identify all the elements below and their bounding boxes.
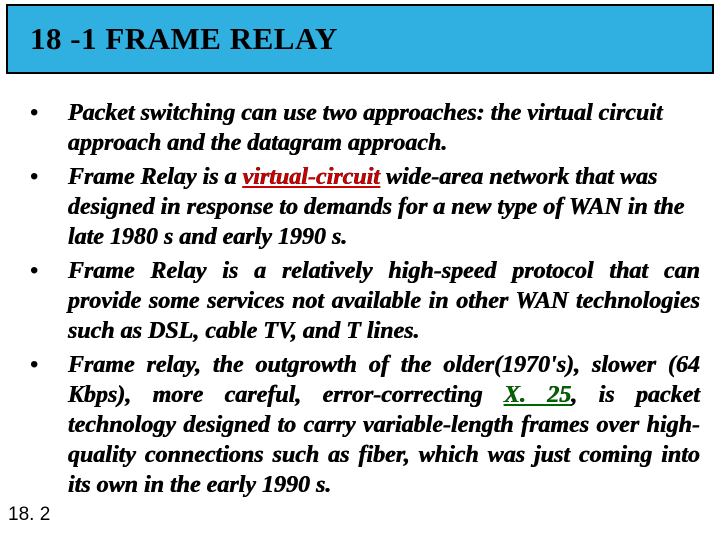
bullet-item: •Frame Relay is a relatively high-speed …	[30, 256, 700, 346]
text-segment: Frame Relay is a relatively high-speed p…	[68, 258, 700, 344]
bullet-item: •Packet switching can use two approaches…	[30, 98, 700, 158]
page-number: 18. 2	[8, 504, 50, 526]
bullet-text: Frame Relay is a relatively high-speed p…	[68, 256, 700, 346]
bullet-text: Packet switching can use two approaches:…	[68, 98, 700, 158]
x25-text: X. 25	[504, 382, 571, 408]
bullet-text: Frame Relay is a virtual-circuit wide-ar…	[68, 162, 700, 252]
bullet-item: •Frame relay, the outgrowth of the older…	[30, 350, 700, 500]
slide-header: 18 -1 FRAME RELAY	[6, 4, 714, 74]
slide-title: 18 -1 FRAME RELAY	[30, 21, 338, 57]
bullet-list: •Packet switching can use two approaches…	[30, 98, 700, 504]
bullet-marker: •	[30, 256, 68, 286]
text-segment: Frame Relay is a	[68, 164, 243, 190]
vc-text: virtual-circuit	[243, 164, 380, 190]
bullet-marker: •	[30, 98, 68, 128]
bullet-marker: •	[30, 162, 68, 192]
bullet-item: •Frame Relay is a virtual-circuit wide-a…	[30, 162, 700, 252]
bullet-text: Frame relay, the outgrowth of the older(…	[68, 350, 700, 500]
bullet-marker: •	[30, 350, 68, 380]
text-segment: Packet switching can use two approaches:…	[68, 100, 663, 156]
